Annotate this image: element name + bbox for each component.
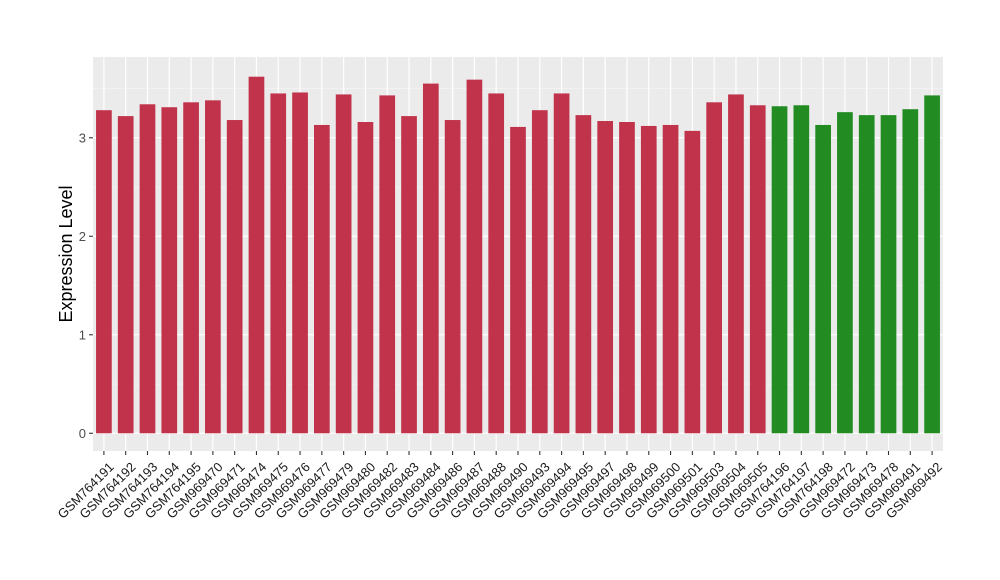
bar-GSM969491 [902,109,919,434]
bar-GSM764193 [139,104,156,434]
bar-GSM969472 [837,112,853,434]
bar-GSM969484 [422,83,439,434]
bar-GSM969479 [335,94,352,434]
bar-GSM969503 [706,102,722,434]
y-axis-title: Expression Level [56,185,76,322]
bar-GSM764192 [117,116,134,434]
bar-GSM969497 [597,121,614,434]
bar-GSM969477 [314,124,330,434]
y-tick-label: 2 [79,229,86,244]
bar-GSM969490 [510,126,526,434]
bar-GSM969500 [662,124,679,434]
bar-GSM969476 [292,92,308,434]
bar-GSM764195 [183,102,199,434]
bar-GSM969486 [444,120,461,434]
bar-GSM969494 [553,93,570,434]
bar-GSM764197 [793,105,810,434]
bar-GSM969473 [858,115,875,434]
bar-GSM969471 [226,120,243,434]
bar-GSM969488 [488,93,505,434]
bar-GSM969480 [357,122,374,434]
y-axis: 0 1 2 3 [79,130,93,441]
bar-GSM969483 [401,116,417,434]
x-axis: GSM764191GSM764192GSM764193GSM764194GSM7… [55,451,945,522]
y-tick-label: 0 [79,426,86,441]
bar-GSM764196 [771,106,788,434]
bar-GSM969498 [619,122,635,434]
bar-GSM969501 [684,130,701,434]
bar-GSM969475 [270,93,287,434]
bar-GSM969504 [728,94,744,434]
bar-GSM764194 [161,107,178,434]
bar-GSM969495 [575,115,592,434]
bar-GSM969493 [531,110,548,434]
bars [96,76,940,434]
y-tick-label: 1 [79,327,86,342]
bar-GSM764191 [96,110,112,434]
bar-GSM969505 [749,105,766,434]
bar-GSM969478 [880,115,897,434]
bar-GSM969482 [379,95,396,434]
bar-GSM969470 [205,100,221,434]
bar-GSM969499 [640,125,657,434]
bar-GSM969474 [248,76,265,434]
y-tick-label: 3 [79,130,86,145]
bar-GSM764198 [815,124,831,434]
bar-GSM969487 [466,79,483,434]
bar-GSM969492 [924,95,940,434]
